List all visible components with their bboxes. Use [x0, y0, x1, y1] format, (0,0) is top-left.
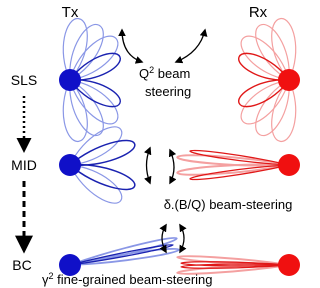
steer-arrow — [180, 225, 184, 252]
stage-label: BC — [12, 257, 31, 273]
stage-label: MID — [11, 157, 37, 173]
beam-lobe — [70, 247, 180, 269]
stage-label: SLS — [11, 72, 37, 88]
rx-label: Rx — [249, 4, 268, 21]
annotation: Q2 beam — [139, 65, 190, 81]
tx-node — [59, 69, 81, 91]
diagram: Tx Rx SLS MID BC Q2 beam steering δ.(B/Q… — [0, 0, 300, 288]
annotation: δ.(B/Q) beam-steering — [164, 197, 293, 212]
annotation: γ2 fine-grained beam-steering — [42, 271, 213, 287]
rx-node — [278, 254, 300, 276]
steer-arrow — [147, 148, 151, 183]
annotation: steering — [145, 84, 191, 99]
steer-arrow — [176, 30, 205, 62]
rx-node — [278, 154, 300, 176]
tx-node — [59, 154, 81, 176]
beam-patterns — [59, 17, 300, 275]
tx-label: Tx — [62, 4, 79, 21]
rx-node — [278, 69, 300, 91]
steer-arrow — [170, 150, 174, 183]
steer-arrow — [122, 30, 142, 62]
